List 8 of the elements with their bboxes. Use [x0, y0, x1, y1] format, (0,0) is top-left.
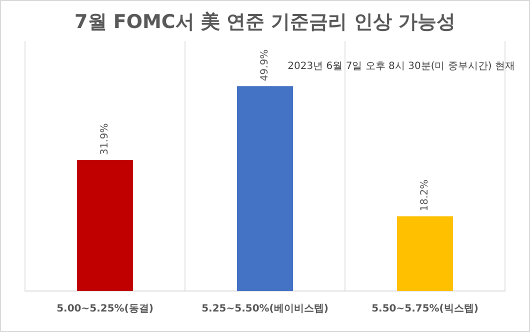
data-label: 31.9% — [100, 123, 111, 155]
chart-title: 7월 FOMC서 美 연준 기준금리 인상 가능성 — [74, 10, 456, 35]
x-tick-label: 5.00~5.25%(동결) — [56, 304, 154, 315]
x-tick-label: 5.25~5.50%(베이비스텝) — [202, 304, 328, 315]
text: 2023년 6월 7일 오후 8시 30분(미 중부시간) 현재 — [288, 60, 515, 73]
data-label: 49.9% — [260, 49, 271, 82]
x-tick-label: 5.50~5.75%(빅스텝) — [372, 304, 478, 315]
data-label: 18.2% — [420, 179, 431, 212]
